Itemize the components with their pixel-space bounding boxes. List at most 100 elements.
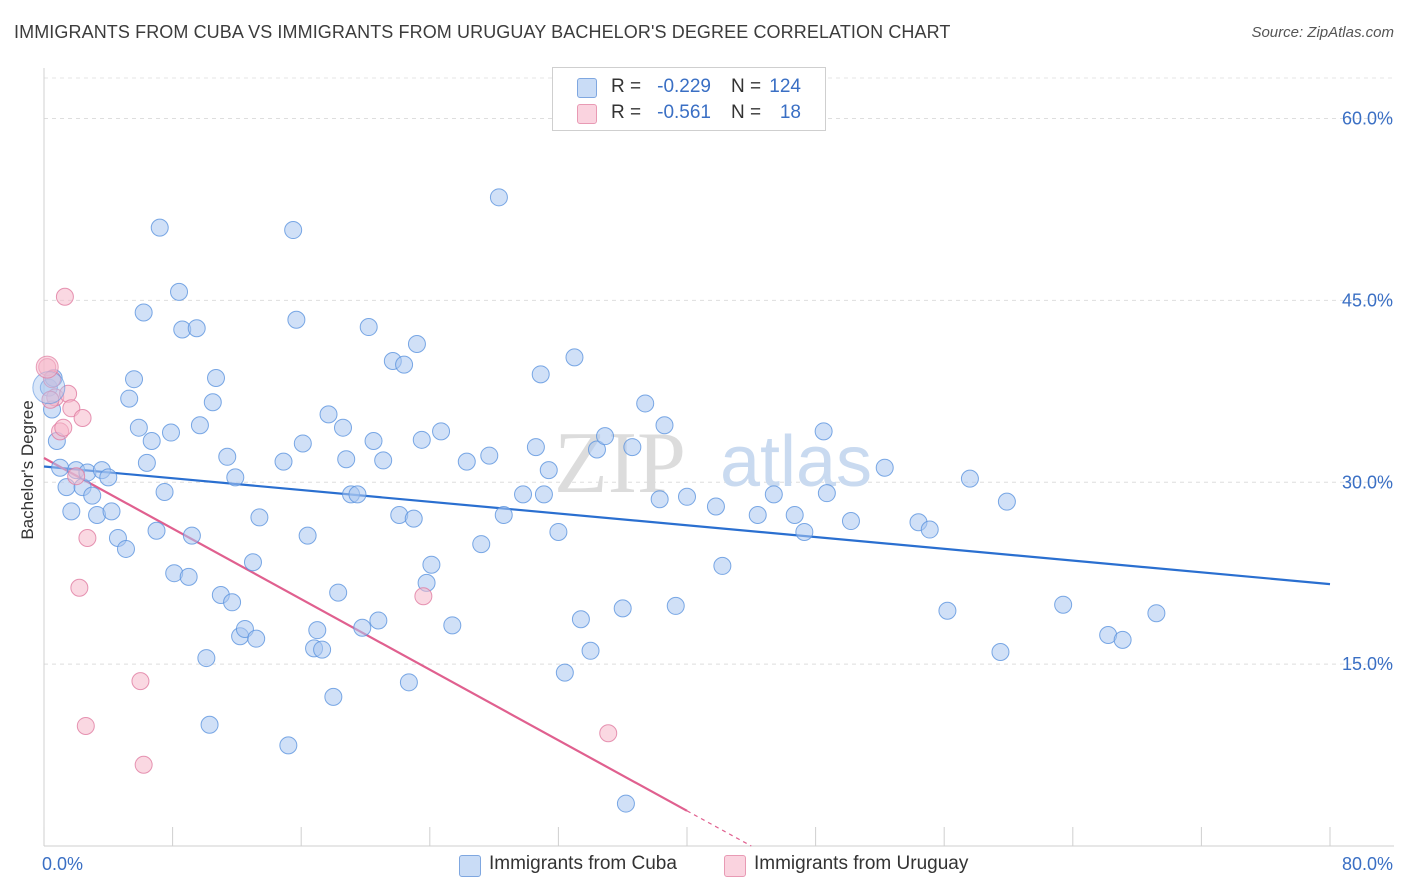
tick-labels: 15.0% 30.0% 45.0% 60.0% 0.0% 80.0%	[42, 109, 1393, 875]
data-points	[32, 188, 1166, 813]
point-uruguay	[76, 716, 95, 735]
legend: Immigrants from Cuba Immigrants from Uru…	[0, 853, 1406, 877]
trendline-cuba	[43, 465, 1331, 586]
point-cuba	[203, 393, 222, 412]
point-cuba	[62, 502, 81, 521]
point-cuba	[549, 522, 568, 541]
point-cuba	[706, 497, 725, 516]
point-cuba	[531, 365, 550, 384]
point-cuba	[814, 422, 833, 441]
stats-swatch-cuba	[577, 78, 597, 98]
point-cuba	[748, 505, 767, 524]
point-cuba	[200, 715, 219, 734]
point-cuba	[197, 649, 216, 668]
legend-label: Immigrants from Cuba	[489, 853, 677, 874]
point-cuba	[218, 447, 237, 466]
r-label: R =	[611, 76, 642, 97]
point-cuba	[359, 318, 378, 337]
x-tick-label: 0.0%	[42, 854, 83, 874]
point-cuba	[457, 452, 476, 471]
point-cuba	[364, 432, 383, 451]
point-cuba	[102, 502, 121, 521]
point-cuba	[147, 521, 166, 540]
point-cuba	[226, 468, 245, 487]
point-cuba	[337, 450, 356, 469]
point-cuba	[298, 526, 317, 545]
point-cuba	[623, 438, 642, 457]
y-tick-label: 60.0%	[1342, 109, 1393, 129]
point-cuba	[284, 221, 303, 240]
point-cuba	[422, 555, 441, 574]
point-cuba	[785, 505, 804, 524]
point-cuba	[526, 438, 545, 457]
point-cuba	[817, 484, 836, 503]
axes	[43, 68, 1394, 847]
r-label: R =	[611, 102, 642, 123]
point-cuba	[404, 509, 423, 528]
point-uruguay	[414, 587, 433, 606]
point-cuba	[875, 458, 894, 477]
point-cuba	[333, 418, 352, 437]
point-cuba	[920, 520, 939, 539]
point-cuba	[353, 618, 372, 637]
point-cuba	[161, 423, 180, 442]
point-uruguay	[67, 467, 86, 486]
point-cuba	[329, 583, 348, 602]
source-label: Source: ZipAtlas.com	[1251, 24, 1394, 41]
stats-box: R = -0.229 N = 124 R = -0.561 N = 18	[552, 67, 826, 131]
point-cuba	[250, 508, 269, 527]
point-cuba	[581, 641, 600, 660]
point-cuba	[616, 794, 635, 813]
point-cuba	[764, 485, 783, 504]
point-uruguay	[78, 529, 97, 548]
point-cuba	[1054, 595, 1073, 614]
point-cuba	[534, 485, 553, 504]
point-cuba	[395, 355, 414, 374]
point-cuba	[960, 469, 979, 488]
point-cuba	[223, 593, 242, 612]
point-cuba	[319, 405, 338, 424]
point-uruguay	[54, 418, 73, 437]
point-uruguay	[55, 287, 74, 306]
point-cuba	[666, 596, 685, 615]
point-cuba	[179, 567, 198, 586]
trendline-uruguay-extension	[686, 810, 752, 847]
point-cuba	[514, 485, 533, 504]
point-cuba	[274, 452, 293, 471]
point-cuba	[613, 599, 632, 618]
r-value: -0.229	[657, 76, 711, 97]
watermark-atlas: atlas	[720, 422, 872, 502]
point-cuba	[1147, 604, 1166, 623]
grid-lines	[44, 77, 1394, 665]
point-cuba	[187, 319, 206, 338]
point-cuba	[182, 526, 201, 545]
point-cuba	[99, 468, 118, 487]
point-uruguay	[73, 408, 92, 427]
point-cuba	[412, 430, 431, 449]
n-value: 18	[779, 102, 801, 123]
trend-lines	[43, 457, 1331, 847]
point-cuba	[571, 610, 590, 629]
point-cuba	[348, 485, 367, 504]
point-cuba	[713, 556, 732, 575]
point-cuba	[587, 440, 606, 459]
point-cuba	[243, 553, 262, 572]
y-tick-label: 15.0%	[1342, 654, 1393, 674]
point-cuba	[997, 492, 1016, 511]
point-cuba	[596, 427, 615, 446]
point-cuba	[142, 432, 161, 451]
point-cuba	[308, 621, 327, 640]
point-cuba	[407, 335, 426, 354]
point-cuba	[369, 611, 388, 630]
point-cuba	[313, 640, 332, 659]
point-cuba	[655, 416, 674, 435]
n-label: N =	[731, 102, 762, 123]
point-cuba	[374, 451, 393, 470]
point-cuba	[134, 303, 153, 322]
point-uruguay	[35, 355, 59, 379]
point-cuba	[432, 422, 451, 441]
point-cuba	[472, 535, 491, 554]
stats-swatch-uruguay	[577, 104, 597, 124]
point-cuba	[991, 643, 1010, 661]
point-cuba	[539, 461, 558, 480]
